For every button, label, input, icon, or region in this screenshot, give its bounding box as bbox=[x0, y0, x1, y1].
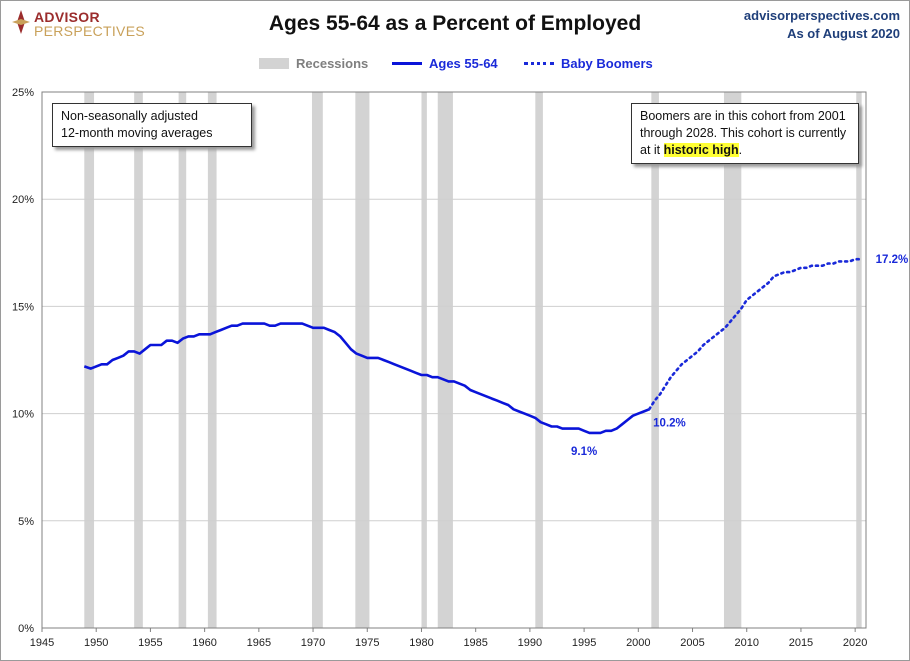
x-tick-label: 1950 bbox=[84, 637, 108, 649]
y-tick-label: 5% bbox=[18, 516, 34, 528]
as-of-date: As of August 2020 bbox=[787, 26, 900, 41]
x-tick-label: 2010 bbox=[734, 637, 758, 649]
legend-recessions-label: Recessions bbox=[296, 55, 369, 71]
gridlines bbox=[42, 91, 866, 629]
x-tick-label: 2020 bbox=[843, 637, 867, 649]
recession-band-0 bbox=[84, 92, 95, 628]
x-tick-label: 1970 bbox=[301, 637, 325, 649]
recession-band-7 bbox=[437, 92, 453, 628]
y-tick-label: 25% bbox=[12, 87, 34, 99]
legend-ages-55-64: Ages 55-64 bbox=[392, 54, 498, 72]
recession-band-10 bbox=[723, 92, 742, 628]
recession-bands bbox=[84, 92, 862, 628]
legend-boomers-label: Baby Boomers bbox=[561, 55, 653, 71]
series-lines bbox=[83, 257, 864, 435]
data-label: 17.2% bbox=[876, 254, 909, 266]
recession-band-1 bbox=[134, 92, 143, 628]
data-label: 10.2% bbox=[653, 417, 686, 429]
legend-recessions: Recessions bbox=[259, 54, 368, 72]
x-tick-label: 1985 bbox=[463, 637, 487, 649]
axes: 0% 5% 10% 15% 20% 25% 1945 1950 1955 1960 1965 1970… bbox=[12, 87, 867, 649]
series-baby-boomers-line bbox=[647, 257, 864, 411]
recession-band-6 bbox=[421, 92, 427, 628]
x-tick-label: 1980 bbox=[409, 637, 433, 649]
x-tick-label: 1965 bbox=[247, 637, 271, 649]
logo-line1: ADVISOR bbox=[34, 9, 100, 25]
y-tick-label: 0% bbox=[18, 623, 34, 635]
x-tick-label: 2005 bbox=[680, 637, 704, 649]
y-tick-label: 15% bbox=[12, 301, 34, 313]
recession-band-3 bbox=[207, 92, 217, 628]
recession-band-4 bbox=[311, 92, 323, 628]
plot-area-border bbox=[41, 91, 867, 629]
x-tick-label: 2015 bbox=[789, 637, 813, 649]
legend-baby-boomers: Baby Boomers bbox=[524, 54, 653, 72]
recession-band-9 bbox=[651, 92, 659, 628]
y-tick-label: 10% bbox=[12, 409, 34, 421]
compass-icon bbox=[12, 10, 30, 34]
note-right-text: Boomers are in this cohort from 2001 thr… bbox=[640, 109, 847, 157]
recession-band-8 bbox=[535, 92, 543, 628]
legend-ages-label: Ages 55-64 bbox=[429, 55, 498, 71]
data-label: 9.1% bbox=[571, 446, 597, 458]
recession-band-11 bbox=[856, 92, 862, 628]
y-tick-label: 20% bbox=[12, 194, 34, 206]
x-tick-label: 1945 bbox=[30, 637, 54, 649]
note-right-end: . bbox=[738, 143, 743, 157]
chart-title: Ages 55-64 as a Percent of Employed bbox=[268, 12, 642, 35]
legend: Recessions Ages 55-64 Baby Boomers bbox=[0, 54, 910, 72]
note-left-line2: 12-month moving averages bbox=[61, 126, 213, 140]
x-tick-label: 1995 bbox=[572, 637, 596, 649]
recession-swatch bbox=[259, 57, 289, 69]
advisor-perspectives-logo: ADVISOR PERSPECTIVES bbox=[12, 8, 145, 39]
solid-line-swatch bbox=[392, 61, 422, 65]
note-left-line1: Non-seasonally adjusted bbox=[61, 109, 198, 123]
series-ages-55-64-line bbox=[83, 322, 650, 435]
x-tick-label: 1960 bbox=[192, 637, 216, 649]
site-url[interactable]: advisorperspectives.com bbox=[743, 8, 900, 23]
x-tick-label: 1990 bbox=[518, 637, 542, 649]
x-tick-label: 2000 bbox=[626, 637, 650, 649]
recession-band-2 bbox=[178, 92, 187, 628]
source-info: advisorperspectives.com As of August 202… bbox=[744, 7, 900, 43]
x-tick-label: 1975 bbox=[355, 637, 379, 649]
logo-line2: PERSPECTIVES bbox=[34, 23, 145, 39]
note-boomers-cohort: Boomers are in this cohort from 2001 thr… bbox=[631, 103, 859, 164]
x-tick-label: 1955 bbox=[138, 637, 162, 649]
historic-high-highlight: historic high bbox=[663, 143, 739, 157]
note-moving-average: Non-seasonally adjusted 12-month moving … bbox=[52, 103, 252, 147]
dotted-line-swatch bbox=[524, 61, 554, 65]
recession-band-5 bbox=[355, 92, 370, 628]
annotations: 9.1% 10.2% 17.2% bbox=[571, 254, 908, 458]
